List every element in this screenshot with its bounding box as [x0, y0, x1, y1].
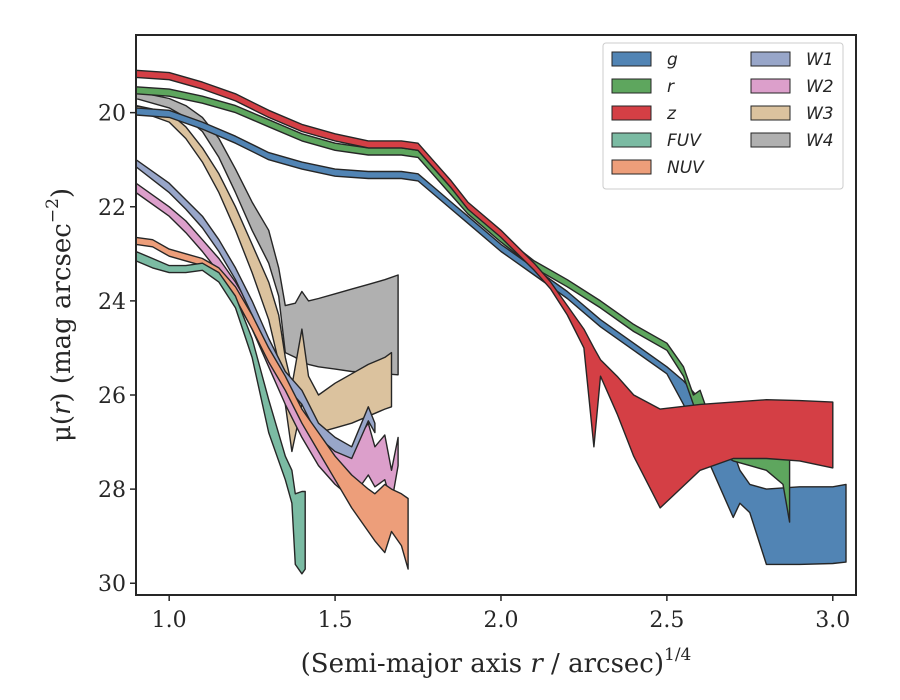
legend-swatch-fuv — [611, 132, 652, 148]
legend-label-w4: W4 — [806, 131, 834, 151]
band-w4 — [136, 90, 399, 376]
legend-item-w2: W2 — [750, 77, 834, 97]
legend-item-w1: W1 — [750, 50, 834, 70]
y-tick-label: 28 — [98, 478, 126, 503]
legend-label-r: r — [667, 77, 675, 97]
legend-swatch-w1 — [750, 51, 791, 67]
legend-label-w1: W1 — [806, 50, 834, 70]
band-g — [136, 107, 847, 566]
legend-label-w2: W2 — [806, 77, 834, 97]
y-tick-label: 26 — [98, 384, 126, 409]
legend-swatch-w3 — [750, 105, 791, 121]
y-axis-label-close: ) — [47, 188, 77, 198]
x-axis-label: (Semi-major axis r / arcsec)1/4 — [301, 645, 692, 679]
y-axis-label-exp: −2 — [43, 198, 63, 223]
y-axis-ticks: 20 22 24 26 28 30 — [98, 102, 136, 597]
legend-item-fuv: FUV — [611, 131, 702, 151]
band-z — [136, 69, 834, 509]
y-tick-label: 20 — [98, 102, 126, 127]
legend-swatch-g — [611, 51, 652, 67]
legend-swatch-w4 — [750, 132, 791, 148]
y-tick-label: 30 — [98, 572, 126, 597]
x-axis-label-var: r — [530, 649, 544, 679]
y-axis-label: μ(r) (mag arcsec−2) — [43, 188, 77, 442]
x-tick-label: 2.0 — [483, 608, 518, 633]
legend: grz FUV NUV W1 W2 W3 W4 — [602, 42, 844, 190]
legend-label-z: z — [666, 104, 677, 124]
band-w3 — [136, 104, 393, 453]
plot-frame — [135, 34, 857, 596]
legend-label-fuv: FUV — [667, 131, 702, 151]
y-axis-label-var: r — [47, 401, 77, 415]
x-tick-label: 2.5 — [649, 608, 684, 633]
legend-item-r: r — [611, 77, 675, 97]
y-tick-label: 22 — [98, 196, 126, 221]
legend-label-g: g — [667, 50, 678, 70]
legend-swatch-z — [611, 105, 652, 121]
y-axis-label-rest: ) (mag arcsec — [47, 223, 77, 402]
legend-label-w3: W3 — [806, 104, 834, 124]
legend-item-w4: W4 — [750, 131, 834, 151]
legend-item-g: g — [611, 50, 678, 70]
legend-swatch-nuv — [611, 159, 652, 175]
x-tick-label: 3.0 — [815, 608, 850, 633]
y-tick-label: 24 — [98, 290, 126, 315]
legend-label-nuv: NUV — [667, 158, 705, 178]
y-axis-label-mu: μ( — [47, 415, 77, 442]
band-fuv — [136, 250, 306, 575]
x-tick-label: 1.5 — [318, 608, 353, 633]
x-tick-label: 1.0 — [152, 608, 187, 633]
legend-item-nuv: NUV — [611, 158, 705, 178]
legend-swatch-r — [611, 78, 652, 94]
x-axis-ticks: 1.0 1.5 2.0 2.5 3.0 — [152, 595, 850, 633]
x-axis-label-main: (Semi-major axis — [301, 649, 531, 679]
legend-item-z: z — [611, 104, 677, 124]
legend-swatch-w2 — [750, 78, 791, 94]
profile-bands — [136, 69, 847, 575]
x-axis-label-unit: / arcsec) — [543, 649, 664, 679]
x-axis-label-exp: 1/4 — [664, 645, 691, 665]
band-w1 — [136, 159, 376, 460]
legend-item-w3: W3 — [750, 104, 834, 124]
